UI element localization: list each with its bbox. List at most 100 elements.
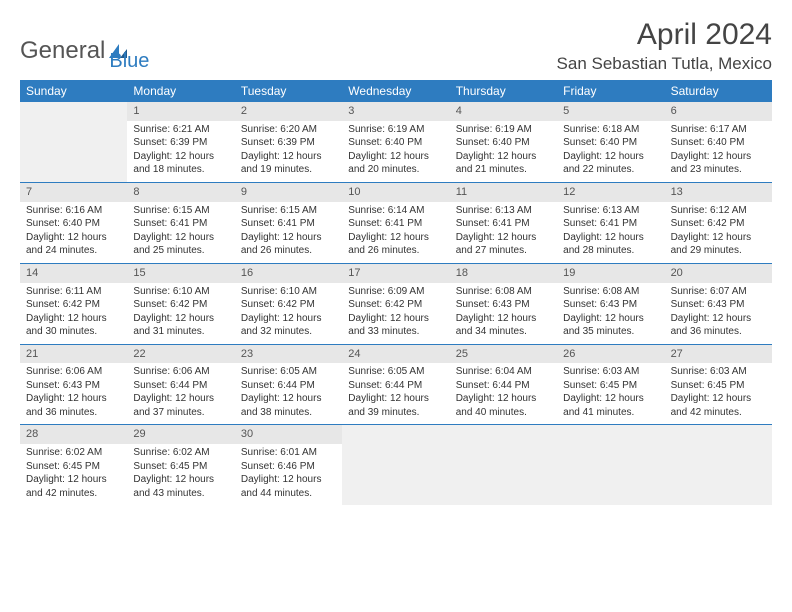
day-cell: 4Sunrise: 6:19 AMSunset: 6:40 PMDaylight… <box>450 102 557 182</box>
dayname: Sunday <box>20 80 127 102</box>
day-detail: Sunset: 6:41 PM <box>456 217 551 231</box>
day-detail: Daylight: 12 hours <box>348 312 443 326</box>
day-detail: Daylight: 12 hours <box>671 392 766 406</box>
day-number: 17 <box>342 264 449 283</box>
day-number: 20 <box>665 264 772 283</box>
day-detail: Daylight: 12 hours <box>348 231 443 245</box>
day-detail: Daylight: 12 hours <box>456 312 551 326</box>
day-cell <box>557 425 664 505</box>
day-cell: 23Sunrise: 6:05 AMSunset: 6:44 PMDayligh… <box>235 345 342 425</box>
day-detail: Daylight: 12 hours <box>563 392 658 406</box>
day-detail: Sunset: 6:46 PM <box>241 460 336 474</box>
day-detail: Sunrise: 6:02 AM <box>26 446 121 460</box>
day-detail: and 43 minutes. <box>133 487 228 501</box>
title-block: April 2024 San Sebastian Tutla, Mexico <box>557 18 772 74</box>
day-detail: Sunset: 6:39 PM <box>241 136 336 150</box>
day-detail: Sunset: 6:43 PM <box>563 298 658 312</box>
day-number: 23 <box>235 345 342 364</box>
day-detail: and 26 minutes. <box>241 244 336 258</box>
day-detail: Sunrise: 6:18 AM <box>563 123 658 137</box>
day-detail: and 44 minutes. <box>241 487 336 501</box>
day-detail: and 21 minutes. <box>456 163 551 177</box>
day-cell: 3Sunrise: 6:19 AMSunset: 6:40 PMDaylight… <box>342 102 449 182</box>
day-detail: Sunrise: 6:10 AM <box>241 285 336 299</box>
day-detail: and 35 minutes. <box>563 325 658 339</box>
day-detail: Sunrise: 6:13 AM <box>563 204 658 218</box>
day-detail: and 41 minutes. <box>563 406 658 420</box>
day-detail: Sunrise: 6:03 AM <box>671 365 766 379</box>
day-detail: Sunrise: 6:08 AM <box>456 285 551 299</box>
day-detail: Sunrise: 6:07 AM <box>671 285 766 299</box>
day-detail: Daylight: 12 hours <box>133 312 228 326</box>
day-detail: Sunset: 6:42 PM <box>671 217 766 231</box>
day-detail: and 18 minutes. <box>133 163 228 177</box>
day-number: 28 <box>20 425 127 444</box>
day-cell: 19 Sunrise: 6:08 AMSunset: 6:43 PMDayligh… <box>557 264 664 344</box>
week-row: 28 Sunrise: 6:02 AMSunset: 6:45 PM Dayligh… <box>20 424 772 505</box>
day-number: 15 <box>127 264 234 283</box>
day-detail: Sunrise: 6:08 AM <box>563 285 658 299</box>
dayname: Tuesday <box>235 80 342 102</box>
day-number: 9 <box>235 183 342 202</box>
day-detail: Daylight: 12 hours <box>671 231 766 245</box>
day-cell: 6Sunrise: 6:17 AMSunset: 6:40 PMDaylight… <box>665 102 772 182</box>
day-detail: Daylight: 12 hours <box>241 231 336 245</box>
day-number: 11 <box>450 183 557 202</box>
day-detail: Sunset: 6:40 PM <box>671 136 766 150</box>
day-detail: and 30 minutes. <box>26 325 121 339</box>
day-number: 22 <box>127 345 234 364</box>
day-detail: Daylight: 12 hours <box>563 150 658 164</box>
logo-text-1: General <box>20 37 105 65</box>
day-cell: 15Sunrise: 6:10 AMSunset: 6:42 PMDayligh… <box>127 264 234 344</box>
day-number: 14 <box>20 264 127 283</box>
day-detail: Sunset: 6:43 PM <box>456 298 551 312</box>
day-cell: 21Sunrise: 6:06 AMSunset: 6:43 PMDayligh… <box>20 345 127 425</box>
day-detail: Sunset: 6:45 PM <box>26 460 121 474</box>
day-number: 7 <box>20 183 127 202</box>
day-detail: Daylight: 12 hours <box>563 312 658 326</box>
day-detail: Sunset: 6:40 PM <box>26 217 121 231</box>
day-detail: Sunset: 6:42 PM <box>241 298 336 312</box>
day-detail: Sunrise: 6:01 AM <box>241 446 336 460</box>
day-detail: Daylight: 12 hours <box>348 150 443 164</box>
day-detail: Sunset: 6:40 PM <box>456 136 551 150</box>
day-number: 16 <box>235 264 342 283</box>
day-cell: 9Sunrise: 6:15 AMSunset: 6:41 PMDaylight… <box>235 183 342 263</box>
day-detail: Sunrise: 6:15 AM <box>133 204 228 218</box>
day-detail: and 24 minutes. <box>26 244 121 258</box>
day-detail: Sunrise: 6:03 AM <box>563 365 658 379</box>
day-detail: and 40 minutes. <box>456 406 551 420</box>
day-detail: Sunrise: 6:13 AM <box>456 204 551 218</box>
dayname: Saturday <box>665 80 772 102</box>
day-number: 1 <box>127 102 234 121</box>
day-detail: Sunrise: 6:21 AM <box>133 123 228 137</box>
day-detail: Sunset: 6:41 PM <box>563 217 658 231</box>
day-detail: Daylight: 12 hours <box>133 473 228 487</box>
day-detail: Daylight: 12 hours <box>671 312 766 326</box>
day-number: 21 <box>20 345 127 364</box>
day-number: 2 <box>235 102 342 121</box>
day-cell: 28Sunrise: 6:02 AMSunset: 6:45 PMDayligh… <box>20 425 127 505</box>
week-row: 7Sunrise: 6:16 AMSunset: 6:40 PMDaylight… <box>20 182 772 263</box>
day-detail: Sunrise: 6:19 AM <box>456 123 551 137</box>
day-number: 30 <box>235 425 342 444</box>
day-detail: and 38 minutes. <box>241 406 336 420</box>
day-number: 3 <box>342 102 449 121</box>
dayname: Wednesday <box>342 80 449 102</box>
day-cell: 20Sunrise: 6:07 AMSunset: 6:43 PMDayligh… <box>665 264 772 344</box>
day-detail: Sunrise: 6:15 AM <box>241 204 336 218</box>
day-cell: 18Sunrise: 6:08 AMSunset: 6:43 PMDayligh… <box>450 264 557 344</box>
day-detail: Daylight: 12 hours <box>456 150 551 164</box>
day-detail: Sunrise: 6:19 AM <box>348 123 443 137</box>
day-detail: Sunset: 6:41 PM <box>348 217 443 231</box>
day-number: 19 <box>557 264 664 283</box>
day-detail: and 42 minutes. <box>26 487 121 501</box>
day-detail: Sunrise: 6:20 AM <box>241 123 336 137</box>
day-detail: and 23 minutes. <box>671 163 766 177</box>
day-cell: 17Sunrise: 6:09 AMSunset: 6:42 PMDayligh… <box>342 264 449 344</box>
day-detail: and 19 minutes. <box>241 163 336 177</box>
day-detail: Sunset: 6:45 PM <box>671 379 766 393</box>
header: General Blue April 2024 San Sebastian Tu… <box>20 18 772 74</box>
day-cell <box>665 425 772 505</box>
day-detail: Daylight: 12 hours <box>133 231 228 245</box>
